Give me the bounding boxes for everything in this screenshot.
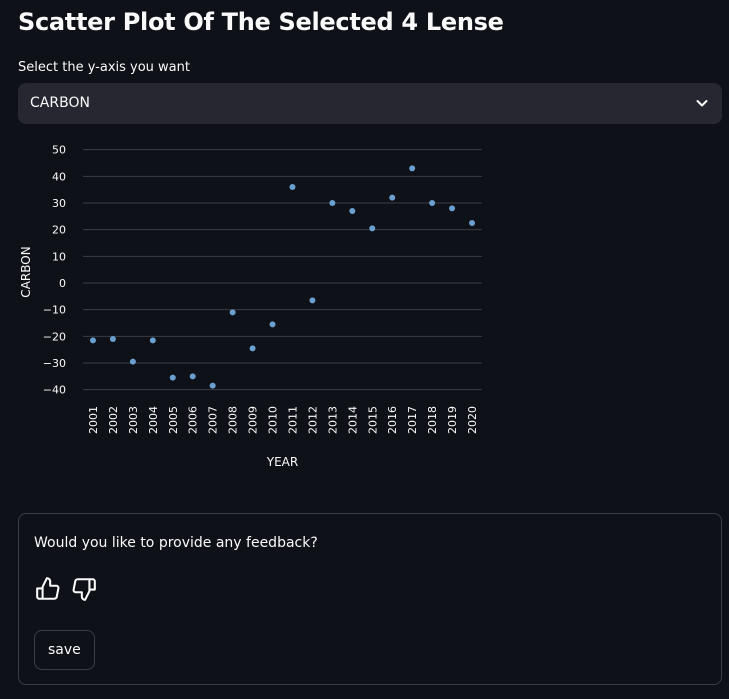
x-tick-label: 2004 (147, 406, 160, 434)
x-axis-label: YEAR (266, 455, 298, 469)
data-point[interactable] (429, 200, 436, 206)
data-point[interactable] (409, 165, 416, 172)
chevron-down-icon (696, 100, 708, 107)
y-tick-label: −20 (43, 330, 66, 343)
data-point[interactable] (349, 208, 356, 214)
y-axis-label: CARBON (19, 246, 33, 297)
x-tick-label: 2019 (446, 406, 459, 434)
x-tick-label: 2003 (127, 406, 140, 434)
feedback-question: Would you like to provide any feedback? (34, 535, 318, 551)
y-tick-label: 30 (52, 197, 66, 210)
y-tick-label: −30 (43, 357, 66, 370)
x-tick-label: 2002 (107, 406, 120, 434)
save-button[interactable]: save (34, 630, 95, 670)
data-point[interactable] (289, 184, 296, 190)
y-axis-select[interactable]: CARBON (18, 83, 722, 124)
y-tick-label: 50 (52, 144, 66, 157)
data-point[interactable] (329, 200, 336, 206)
scatter-points (89, 165, 476, 389)
data-point[interactable] (249, 345, 256, 352)
thumbs-down-icon[interactable] (71, 576, 97, 602)
data-point[interactable] (369, 225, 376, 232)
x-tick-labels: 2001 2002 2003 2004 2005 2006 2007 2008 2009 2010… (87, 406, 479, 434)
y-tick-label: 10 (52, 250, 66, 263)
data-point[interactable] (189, 373, 196, 380)
thumbs-up-icon[interactable] (35, 576, 61, 602)
y-tick-label: 0 (59, 277, 66, 290)
x-tick-label: 2008 (227, 406, 240, 434)
x-tick-label: 2014 (346, 406, 359, 434)
data-point[interactable] (209, 382, 216, 389)
data-point[interactable] (309, 297, 316, 304)
data-point[interactable] (469, 220, 476, 226)
data-point[interactable] (109, 336, 116, 342)
x-tick-label: 2007 (207, 406, 220, 434)
x-tick-label: 2015 (366, 406, 379, 434)
y-tick-label: 20 (52, 224, 66, 237)
x-tick-label: 2011 (286, 406, 299, 434)
feedback-panel: Would you like to provide any feedback? … (18, 513, 722, 685)
y-tick-label: −40 (43, 384, 66, 397)
data-point[interactable] (169, 374, 176, 381)
x-tick-label: 2010 (267, 406, 280, 434)
x-tick-label: 2013 (326, 406, 339, 434)
data-point[interactable] (129, 358, 136, 365)
x-tick-label: 2012 (306, 406, 319, 434)
data-point[interactable] (149, 337, 156, 344)
data-point[interactable] (269, 321, 276, 328)
y-axis-select-label: Select the y-axis you want (18, 60, 190, 75)
x-tick-label: 2017 (406, 406, 419, 434)
x-tick-label: 2001 (87, 406, 100, 434)
x-tick-label: 2020 (466, 406, 479, 434)
y-axis-select-value: CARBON (30, 95, 90, 111)
x-tick-label: 2006 (187, 406, 200, 434)
y-tick-label: −10 (43, 304, 66, 317)
data-point[interactable] (389, 194, 396, 201)
data-point[interactable] (89, 337, 96, 344)
chart-grid (83, 149, 482, 391)
page-title: Scatter Plot Of The Selected 4 Lense (18, 8, 504, 36)
y-tick-label: 40 (52, 170, 66, 183)
x-tick-label: 2005 (167, 406, 180, 434)
data-point[interactable] (229, 309, 236, 316)
x-tick-label: 2009 (247, 406, 260, 434)
scatter-chart: −40 −30 −20 −10 0 10 20 30 40 50 2001 2002 2003 2004… (19, 144, 482, 469)
data-point[interactable] (449, 205, 456, 212)
x-tick-label: 2016 (386, 406, 399, 434)
x-tick-label: 2018 (426, 406, 439, 434)
y-tick-labels: −40 −30 −20 −10 0 10 20 30 40 50 (43, 144, 66, 397)
